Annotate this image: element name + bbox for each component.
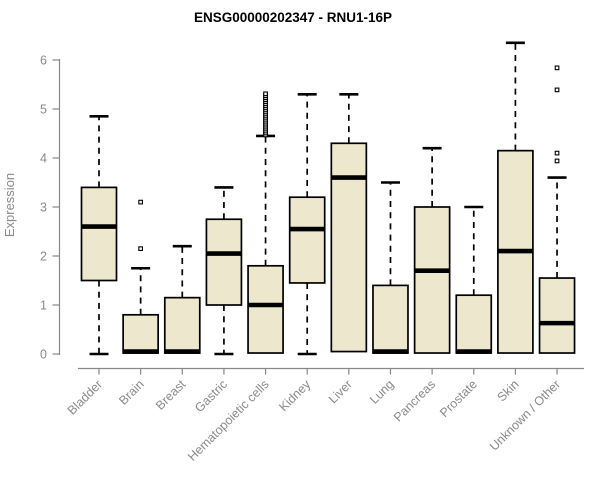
category-label-liver: Liver bbox=[326, 377, 355, 406]
category-label-breast: Breast bbox=[153, 377, 189, 413]
outlier-point-unknown-other bbox=[554, 65, 560, 71]
outlier-point-hematopoietic-cells bbox=[263, 91, 268, 97]
box-lung bbox=[372, 284, 409, 354]
box-prostate bbox=[455, 294, 493, 354]
outlier-point-unknown-other bbox=[554, 150, 560, 156]
y-tick-label: 6 bbox=[40, 54, 47, 68]
y-tick-label: 5 bbox=[40, 103, 47, 117]
box-hematopoietic-cells bbox=[247, 264, 284, 354]
category-label-skin: Skin bbox=[494, 377, 521, 404]
category-label-brain: Brain bbox=[116, 377, 147, 408]
outlier-point-unknown-other bbox=[554, 158, 560, 164]
outlier-point-unknown-other bbox=[554, 87, 560, 93]
category-label-pancreas: Pancreas bbox=[391, 377, 438, 424]
box-brain bbox=[122, 313, 159, 354]
plot-area: 0 1 2 3 4 5 6 Bladder Brain Breast GastricHematopo… bbox=[40, 41, 584, 464]
y-axis-label: Expression bbox=[2, 173, 17, 237]
outlier-point-brain bbox=[138, 246, 143, 252]
box-gastric bbox=[205, 218, 243, 306]
box-breast bbox=[163, 296, 201, 354]
category-label-gastric: Gastric bbox=[192, 377, 230, 415]
chart-title: ENSG00000202347 - RNU1-16P bbox=[194, 10, 392, 25]
y-tick-label: 3 bbox=[40, 201, 47, 215]
category-label-bladder: Bladder bbox=[65, 377, 105, 417]
y-tick-label: 4 bbox=[40, 152, 47, 166]
y-tick-label: 2 bbox=[40, 250, 47, 264]
outlier-point-brain bbox=[138, 199, 143, 205]
box-bladder bbox=[80, 186, 118, 282]
category-label-unknown-other: Unknown / Other bbox=[487, 377, 563, 453]
category-label-kidney: Kidney bbox=[276, 377, 313, 414]
box-liver bbox=[330, 142, 368, 353]
box-kidney bbox=[288, 196, 326, 284]
category-label-prostate: Prostate bbox=[437, 377, 480, 420]
box-unknown-other bbox=[538, 277, 576, 354]
y-tick-label: 1 bbox=[40, 299, 47, 313]
box-pancreas bbox=[413, 206, 451, 354]
category-label-hematopoietic-cells: Hematopoietic cells bbox=[185, 377, 272, 464]
y-tick-label: 0 bbox=[40, 348, 47, 362]
category-label-lung: Lung bbox=[367, 377, 397, 407]
